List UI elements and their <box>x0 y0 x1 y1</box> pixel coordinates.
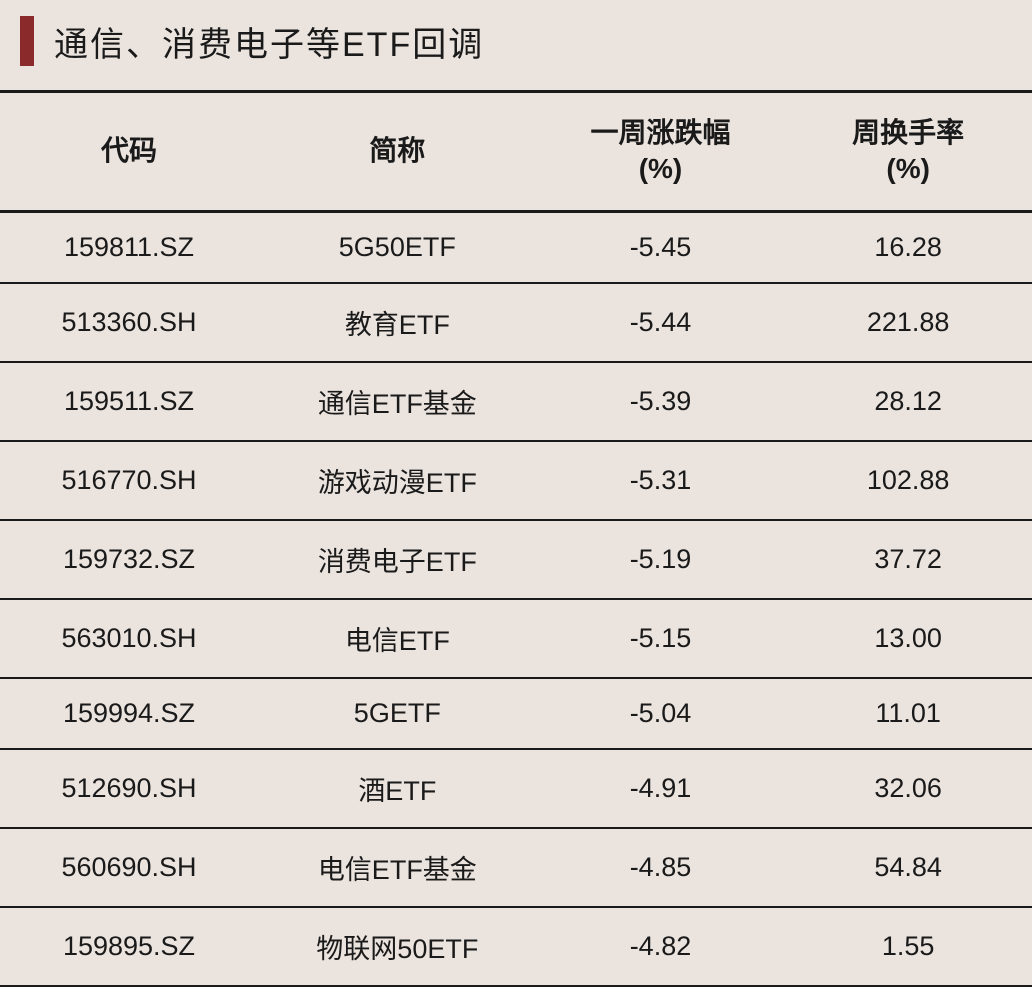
cell-code: 159994.SZ <box>0 678 258 749</box>
table-row: 560690.SH 电信ETF基金 -4.85 54.84 <box>0 828 1032 907</box>
title-bar: 通信、消费电子等ETF回调 <box>0 0 1032 90</box>
table-row: 159732.SZ 消费电子ETF -5.19 37.72 <box>0 520 1032 599</box>
cell-code: 159811.SZ <box>0 211 258 283</box>
cell-change: -5.19 <box>537 520 785 599</box>
cell-turnover: 32.06 <box>784 749 1032 828</box>
cell-code: 512690.SH <box>0 749 258 828</box>
cell-code: 513360.SH <box>0 283 258 362</box>
header-turnover-line1: 周换手率 <box>852 117 964 148</box>
cell-name: 5G50ETF <box>258 211 537 283</box>
table-row: 159811.SZ 5G50ETF -5.45 16.28 <box>0 211 1032 283</box>
cell-change: -4.82 <box>537 907 785 986</box>
cell-code: 516770.SH <box>0 441 258 520</box>
etf-table: 代码 简称 一周涨跌幅 (%) 周换手率 (%) 159811.SZ 5G50E… <box>0 90 1032 987</box>
header-change: 一周涨跌幅 (%) <box>537 92 785 212</box>
table-header: 代码 简称 一周涨跌幅 (%) 周换手率 (%) <box>0 92 1032 212</box>
page-title: 通信、消费电子等ETF回调 <box>54 17 484 66</box>
header-turnover-line2: (%) <box>886 153 930 184</box>
cell-code: 563010.SH <box>0 599 258 678</box>
cell-code: 159895.SZ <box>0 907 258 986</box>
cell-turnover: 102.88 <box>784 441 1032 520</box>
cell-turnover: 28.12 <box>784 362 1032 441</box>
cell-turnover: 11.01 <box>784 678 1032 749</box>
cell-change: -5.45 <box>537 211 785 283</box>
table-row: 513360.SH 教育ETF -5.44 221.88 <box>0 283 1032 362</box>
cell-turnover: 221.88 <box>784 283 1032 362</box>
cell-change: -5.39 <box>537 362 785 441</box>
header-turnover: 周换手率 (%) <box>784 92 1032 212</box>
header-code: 代码 <box>0 92 258 212</box>
title-accent-bar <box>20 16 34 66</box>
table-row: 159994.SZ 5GETF -5.04 11.01 <box>0 678 1032 749</box>
table-row: 159511.SZ 通信ETF基金 -5.39 28.12 <box>0 362 1032 441</box>
cell-code: 560690.SH <box>0 828 258 907</box>
cell-change: -5.04 <box>537 678 785 749</box>
cell-turnover: 37.72 <box>784 520 1032 599</box>
cell-turnover: 16.28 <box>784 211 1032 283</box>
table-row: 159895.SZ 物联网50ETF -4.82 1.55 <box>0 907 1032 986</box>
header-change-line2: (%) <box>639 153 683 184</box>
header-row: 代码 简称 一周涨跌幅 (%) 周换手率 (%) <box>0 92 1032 212</box>
cell-turnover: 1.55 <box>784 907 1032 986</box>
header-name: 简称 <box>258 92 537 212</box>
cell-code: 159732.SZ <box>0 520 258 599</box>
cell-name: 酒ETF <box>258 749 537 828</box>
table-row: 516770.SH 游戏动漫ETF -5.31 102.88 <box>0 441 1032 520</box>
table-body: 159811.SZ 5G50ETF -5.45 16.28 513360.SH … <box>0 211 1032 986</box>
cell-turnover: 13.00 <box>784 599 1032 678</box>
cell-name: 电信ETF <box>258 599 537 678</box>
cell-name: 教育ETF <box>258 283 537 362</box>
cell-change: -4.85 <box>537 828 785 907</box>
cell-code: 159511.SZ <box>0 362 258 441</box>
cell-change: -4.91 <box>537 749 785 828</box>
cell-name: 通信ETF基金 <box>258 362 537 441</box>
cell-name: 电信ETF基金 <box>258 828 537 907</box>
cell-name: 5GETF <box>258 678 537 749</box>
table-row: 512690.SH 酒ETF -4.91 32.06 <box>0 749 1032 828</box>
table-row: 563010.SH 电信ETF -5.15 13.00 <box>0 599 1032 678</box>
page-container: 通信、消费电子等ETF回调 代码 简称 一周涨跌幅 (%) 周换手率 (%) 1… <box>0 0 1032 987</box>
header-change-line1: 一周涨跌幅 <box>590 117 730 148</box>
cell-name: 消费电子ETF <box>258 520 537 599</box>
cell-name: 物联网50ETF <box>258 907 537 986</box>
cell-change: -5.31 <box>537 441 785 520</box>
cell-change: -5.44 <box>537 283 785 362</box>
cell-name: 游戏动漫ETF <box>258 441 537 520</box>
cell-turnover: 54.84 <box>784 828 1032 907</box>
cell-change: -5.15 <box>537 599 785 678</box>
